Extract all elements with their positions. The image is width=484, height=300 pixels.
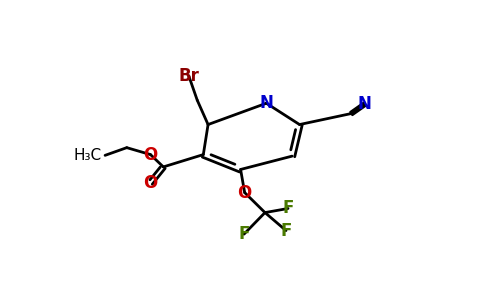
Text: H₃C: H₃C — [74, 148, 102, 163]
Text: F: F — [282, 200, 294, 217]
Text: O: O — [143, 146, 158, 164]
Text: O: O — [238, 184, 252, 202]
Text: F: F — [238, 225, 250, 243]
Text: F: F — [280, 222, 292, 240]
Text: O: O — [143, 174, 158, 192]
Text: Br: Br — [178, 67, 199, 85]
Text: N: N — [259, 94, 273, 112]
Text: N: N — [358, 95, 372, 113]
